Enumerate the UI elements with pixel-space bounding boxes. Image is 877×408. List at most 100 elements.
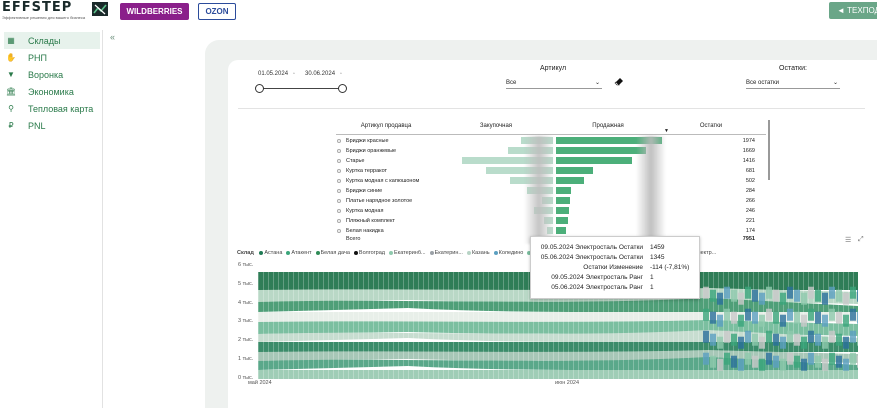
sidebar-item-funnel[interactable]: ▼ Воронка [4,66,100,83]
area-series-segment [822,314,828,327]
sidebar-item-warehouses[interactable]: ▦ Склады [4,32,100,49]
expand-row-icon[interactable] [337,169,341,173]
area-series-segment [829,352,835,365]
header-divider [336,134,766,135]
day-column-divider [778,270,779,380]
day-column-divider [498,270,499,380]
legend-item[interactable]: Волгоград [353,250,385,256]
sidebar-item-label: РНП [28,52,47,63]
legend-dot [353,250,358,255]
row-article-name: Куртка модная с капюшоном [346,178,420,184]
legend-item[interactable]: Атакент [286,250,312,256]
logo[interactable]: EFFSTEP Эффективные решения для вашего б… [2,1,110,23]
calendar-icon[interactable]: ▫ [293,71,295,77]
table-row[interactable]: Старье 1416 [336,156,766,166]
expand-icon[interactable]: ⤢ [858,236,864,243]
purchase-bar [462,157,553,164]
stock-dropdown[interactable]: Все остатки ⌄ [746,78,840,89]
expand-row-icon[interactable] [337,149,341,153]
tooltip-row: 05.06.2024 Электросталь Ранг 1 [531,283,701,293]
filter-icon[interactable]: ☰ [845,237,852,244]
day-column-divider [648,270,649,380]
row-article-name: Бриджи красные [346,138,389,144]
calendar-icon[interactable]: ▫ [340,71,342,77]
date-from[interactable]: 01.05.2024 [258,71,289,77]
stock-area-chart[interactable] [258,265,858,380]
legend-item[interactable]: Белая дача [315,250,350,256]
table-row[interactable]: Куртка терракот 681 [336,166,766,176]
ozon-button[interactable]: OZON [198,3,236,20]
area-series-segment [766,352,772,365]
sale-bar [556,157,632,164]
legend-label: Екатерин... [434,250,463,256]
legend-dot [389,250,393,255]
day-column-divider [393,270,394,380]
day-column-divider [503,270,504,380]
area-series-segment [822,336,828,349]
sidebar: ▦ Склады ✋ РНП ▼ Воронка 🏛 Экономика ⚲ Т… [0,30,103,408]
collapse-sidebar-icon[interactable]: « [110,32,116,42]
area-series-band[interactable] [258,342,858,352]
day-column-divider [653,270,654,380]
date-slider-start-handle[interactable] [255,84,264,93]
expand-row-icon[interactable] [337,159,341,163]
expand-row-icon[interactable] [337,139,341,143]
legend-item[interactable]: Казань [466,250,490,256]
tooltip-value: 1459 [650,244,665,251]
eraser-icon[interactable] [614,76,624,86]
day-column-divider [258,270,259,380]
expand-row-icon[interactable] [337,209,341,213]
row-stock-value: 246 [745,208,755,214]
sale-bar [556,177,585,184]
column-header-article[interactable]: Артикул продавца [360,123,412,129]
day-column-divider [293,270,294,380]
legend-item[interactable]: Екатерин... [429,250,463,256]
article-dropdown-value: Все [506,80,517,86]
sort-desc-icon[interactable]: ▼ [664,128,669,134]
support-button[interactable]: ◄ ТЕХПОДД [829,2,877,19]
area-series-segment [759,314,765,327]
y-tick-label: 3 тыс. [238,318,254,325]
sidebar-item-heatmap[interactable]: ⚲ Тепловая карта [4,100,100,117]
day-column-divider [313,270,314,380]
day-column-divider [768,270,769,380]
date-to[interactable]: 30.06.2024 [305,71,336,77]
sidebar-item-rnp[interactable]: ✋ РНП [4,49,100,66]
table-scrollbar[interactable] [768,120,770,180]
legend-item[interactable]: Коледино [493,250,523,256]
day-column-divider [428,270,429,380]
day-column-divider [593,270,594,380]
expand-row-icon[interactable] [337,219,341,223]
column-header-sale[interactable]: Продажная [592,123,624,129]
sidebar-item-pnl[interactable]: ₽ PNL [4,117,100,134]
legend-label: Казань [471,250,490,256]
wildberries-button[interactable]: WILDBERRIES [120,3,189,20]
area-series-band[interactable] [258,370,858,379]
legend-item[interactable]: Екатеринб... [389,250,426,256]
expand-row-icon[interactable] [337,189,341,193]
date-slider-track[interactable] [260,88,343,89]
tooltip-row: 09.05.2024 Электросталь Ранг 1 [531,273,701,283]
sidebar-item-economics[interactable]: 🏛 Экономика [4,83,100,100]
expand-row-icon[interactable] [337,199,341,203]
expand-row-icon[interactable] [337,229,341,233]
area-series-segment [738,292,744,305]
article-dropdown[interactable]: Все ⌄ [506,78,602,89]
row-article-name: Пляжный комплект [346,218,395,224]
column-header-purchase[interactable]: Закупочная [479,123,513,129]
column-header-stock[interactable]: Остатки [699,123,723,129]
y-tick-label: 6 тыс. [238,262,254,268]
day-column-divider [638,270,639,380]
area-series-segment [717,314,723,327]
expand-row-icon[interactable] [337,179,341,183]
date-slider-end-handle[interactable] [338,84,347,93]
day-column-divider [308,270,309,380]
legend-item[interactable]: Астана [259,250,282,256]
day-column-divider [543,270,544,380]
day-column-divider [438,270,439,380]
area-series-segment [766,286,772,299]
stock-filter-label: Остатки: [779,65,807,72]
area-series-segment [710,355,716,368]
day-column-divider [608,270,609,380]
day-column-divider [458,270,459,380]
